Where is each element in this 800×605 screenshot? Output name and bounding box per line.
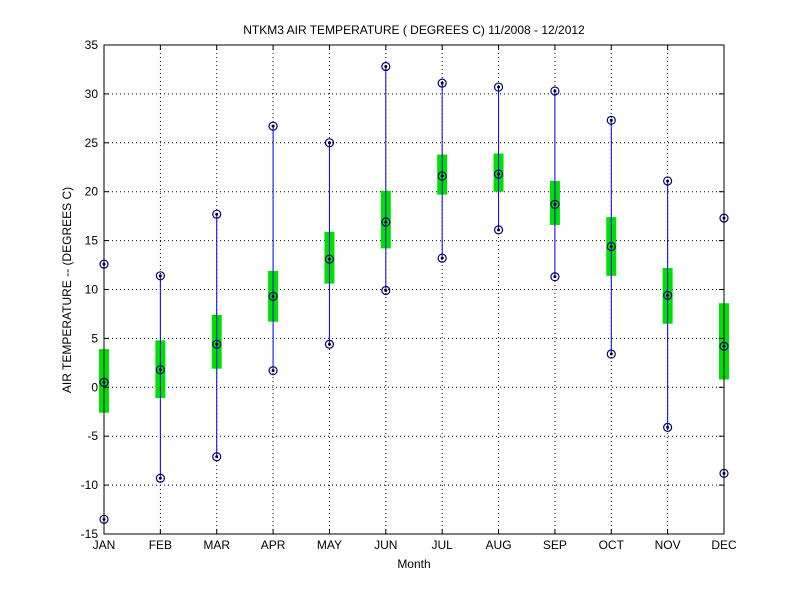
max-dot xyxy=(215,212,219,216)
max-marker xyxy=(212,209,222,219)
max-marker xyxy=(381,61,391,72)
mean-marker xyxy=(437,171,447,181)
min-marker xyxy=(268,366,278,376)
min-marker xyxy=(381,285,391,296)
mean-dot xyxy=(271,294,275,298)
mean-dot xyxy=(497,172,501,176)
grid xyxy=(103,44,725,535)
mean-marker xyxy=(550,199,560,210)
mean-dot xyxy=(158,368,162,372)
y-tick-label: 15 xyxy=(85,234,99,248)
axes: -15 -10 -5 0 5 10 15 20 25 30 35 JAN FEB MAR APR MAY JUN… xyxy=(81,38,737,552)
y-axis-label: AIR TEMPERATURE -- (DEGREES C) xyxy=(60,187,74,393)
max-marker xyxy=(663,176,673,186)
x-tick-label-jul: JUL xyxy=(432,538,454,552)
y-tick-label: -5 xyxy=(87,429,98,443)
min-marker xyxy=(212,452,222,462)
min-dot xyxy=(271,369,275,373)
x-tick-label-oct: OCT xyxy=(599,538,625,552)
x-tick-label-aug: AUG xyxy=(486,538,512,552)
min-dot xyxy=(384,288,388,292)
y-tick-label: -10 xyxy=(81,478,99,492)
min-dot xyxy=(609,352,613,356)
y-tick-label: 25 xyxy=(85,136,99,150)
mean-marker xyxy=(493,169,504,179)
max-dot xyxy=(271,124,275,128)
mean-dot xyxy=(384,220,388,224)
x-tick-label-may: MAY xyxy=(317,538,342,552)
max-marker xyxy=(606,115,616,125)
min-marker xyxy=(550,272,560,282)
min-marker xyxy=(663,422,673,432)
mean-marker xyxy=(155,365,165,375)
max-dot xyxy=(440,81,444,85)
y-tick-label: 0 xyxy=(91,380,98,394)
mean-dot xyxy=(440,174,444,178)
min-marker xyxy=(606,349,616,359)
x-tick-label-jan: JAN xyxy=(93,538,116,552)
max-dot xyxy=(553,89,557,93)
mean-dot xyxy=(609,244,613,248)
min-dot xyxy=(666,425,670,429)
min-dot xyxy=(215,455,219,459)
x-tick-label-nov: NOV xyxy=(655,538,681,552)
max-dot xyxy=(497,85,501,89)
y-tick-label: 10 xyxy=(85,283,99,297)
min-dot xyxy=(553,275,557,279)
mean-marker xyxy=(324,254,335,264)
min-marker xyxy=(437,253,447,263)
x-tick-label-apr: APR xyxy=(261,538,286,552)
mean-marker xyxy=(212,339,222,349)
min-marker xyxy=(324,339,335,349)
max-dot xyxy=(158,274,162,278)
mean-dot xyxy=(327,257,331,261)
y-tick-label: 5 xyxy=(91,331,98,345)
y-tick-label: -15 xyxy=(81,527,99,541)
mean-marker xyxy=(606,241,616,252)
min-dot xyxy=(327,342,331,346)
chart-title: NTKM3 AIR TEMPERATURE ( DEGREES C) 11/20… xyxy=(243,23,585,37)
min-dot xyxy=(497,228,501,232)
max-marker xyxy=(550,86,560,96)
mean-dot xyxy=(666,293,670,297)
max-dot xyxy=(384,65,388,69)
marks xyxy=(99,61,729,524)
x-axis-label: Month xyxy=(397,557,430,571)
y-tick-label: 30 xyxy=(85,87,99,101)
max-marker xyxy=(437,78,447,88)
mean-marker xyxy=(381,217,391,227)
min-dot xyxy=(440,256,444,260)
mean-marker xyxy=(268,291,278,301)
y-tick-label: 20 xyxy=(85,185,99,199)
max-marker xyxy=(268,121,278,131)
x-tick-label-jun: JUN xyxy=(374,538,397,552)
max-dot xyxy=(666,179,670,183)
max-marker xyxy=(155,271,165,281)
max-dot xyxy=(327,141,331,145)
x-tick-label-sep: SEP xyxy=(543,538,567,552)
mean-marker xyxy=(663,290,673,300)
min-marker xyxy=(493,225,504,235)
max-marker xyxy=(324,138,335,148)
x-tick-label-mar: MAR xyxy=(203,538,230,552)
min-dot xyxy=(158,476,162,480)
mean-dot xyxy=(215,342,219,346)
max-marker xyxy=(493,82,504,92)
max-dot xyxy=(609,118,613,122)
y-tick-label: 35 xyxy=(85,38,99,52)
x-tick-label-dec: DEC xyxy=(711,538,737,552)
mean-dot xyxy=(553,202,557,206)
x-tick-label-feb: FEB xyxy=(149,538,172,552)
min-marker xyxy=(155,473,165,483)
